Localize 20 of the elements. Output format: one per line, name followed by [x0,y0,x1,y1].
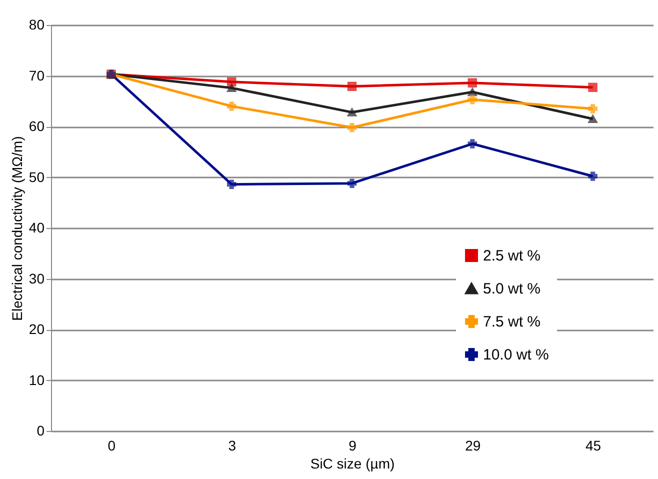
y-tick-label: 60 [28,118,45,134]
y-tick-label: 50 [28,168,45,185]
x-tick-label: 9 [348,438,357,454]
y-tick-label: 80 [28,16,45,32]
x-axis-title: SiC size (µm) [310,456,395,472]
y-tick-label: 10 [28,372,45,388]
y-axis-title: Electrical conductivity (MΩ/m) [8,136,25,321]
x-tick-label: 45 [586,438,602,454]
y-tick-label: 40 [28,220,45,236]
x-tick-label: 0 [108,438,116,454]
x-tick-label: 3 [228,438,236,454]
y-tick-label: 0 [36,422,45,438]
y-tick-label: 30 [28,270,45,286]
y-tick-label: 70 [28,67,45,84]
legend-label: 2.5 wt % [483,248,541,264]
legend-label: 10.0 wt % [483,346,549,364]
x-tick-label: 29 [465,438,481,454]
legend-label: 7.5 wt % [483,314,541,330]
y-tick-label: 20 [28,321,45,337]
legend-label: 5.0 wt % [483,280,541,298]
